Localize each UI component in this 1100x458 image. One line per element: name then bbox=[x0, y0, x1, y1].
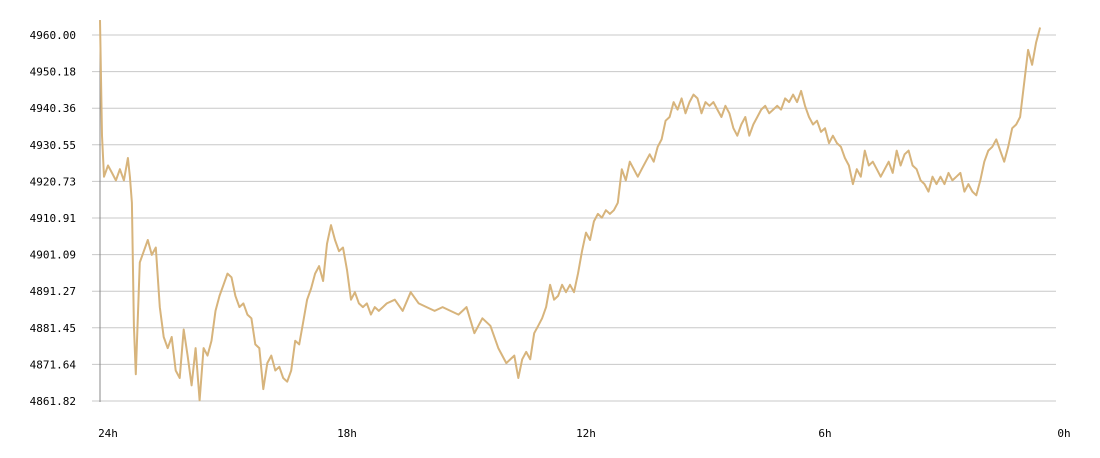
y-tick-label: 4871.64 bbox=[30, 358, 77, 371]
x-tick-labels: 24h 18h 12h 6h 0h bbox=[98, 427, 1071, 440]
x-tick-label: 24h bbox=[98, 427, 118, 440]
series-line bbox=[99, 20, 1042, 402]
y-tick-labels: 4960.00 4950.18 4940.36 4930.55 4920.73 4910.… bbox=[30, 29, 77, 408]
y-tick-label: 4901.09 bbox=[30, 249, 76, 262]
grid-lines bbox=[92, 34, 1056, 402]
y-tick-label: 4960.00 bbox=[30, 29, 76, 42]
y-tick-label: 4950.18 bbox=[30, 66, 76, 79]
y-tick-label: 4910.91 bbox=[30, 212, 76, 225]
y-tick-label: 4930.55 bbox=[30, 139, 76, 152]
y-tick-label: 4891.27 bbox=[30, 285, 76, 298]
x-tick-label: 0h bbox=[1057, 427, 1070, 440]
y-tick-label: 4920.73 bbox=[30, 175, 76, 188]
y-tick-label: 4940.36 bbox=[30, 102, 76, 115]
x-tick-label: 18h bbox=[337, 427, 357, 440]
y-tick-label: 4881.45 bbox=[30, 322, 76, 335]
price-series bbox=[99, 20, 1042, 402]
x-tick-label: 12h bbox=[576, 427, 596, 440]
x-tick-label: 6h bbox=[818, 427, 831, 440]
y-tick-label: 4861.82 bbox=[30, 395, 76, 408]
